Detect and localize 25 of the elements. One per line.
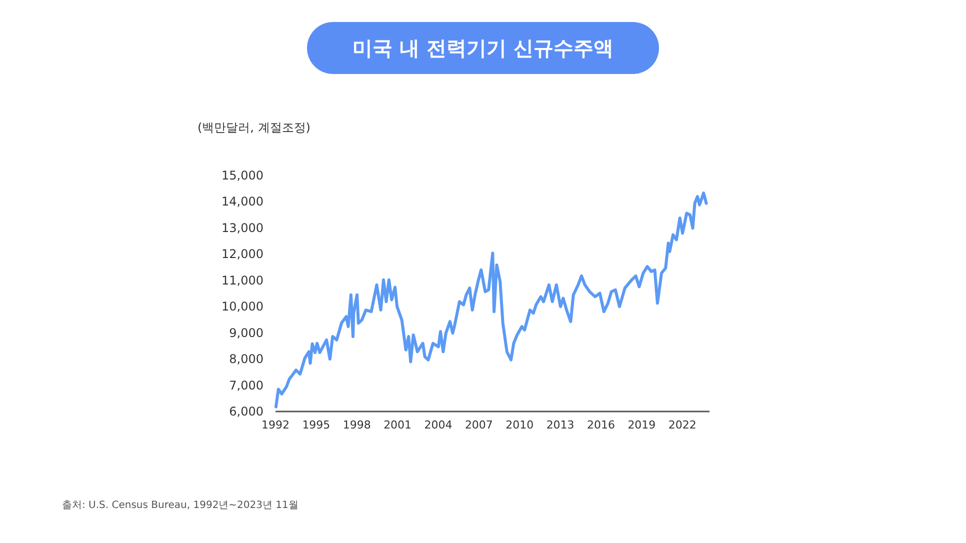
y-tick-label: 12,000 xyxy=(222,247,264,262)
x-tick-label: 2019 xyxy=(628,418,656,432)
source-note: 출처: U.S. Census Bureau, 1992년~2023년 11월 xyxy=(62,499,298,512)
y-tick-label: 7,000 xyxy=(229,378,264,392)
y-tick-label: 9,000 xyxy=(229,326,264,340)
x-tick-label: 2004 xyxy=(424,418,452,432)
y-tick-label: 8,000 xyxy=(229,352,264,366)
chart-title: 미국 내 전력기기 신규수주액 xyxy=(307,22,659,74)
y-tick-label: 14,000 xyxy=(222,194,264,209)
x-tick-label: 2013 xyxy=(546,418,574,432)
y-tick-label: 10,000 xyxy=(222,300,264,314)
y-axis-title: (백만달러, 계절조정) xyxy=(198,120,310,134)
x-tick-label: 2022 xyxy=(668,418,696,432)
y-tick-label: 11,000 xyxy=(222,273,264,288)
x-tick-label: 2010 xyxy=(506,418,534,432)
y-tick-label: 15,000 xyxy=(222,168,264,182)
line-series xyxy=(274,192,708,408)
x-tick-label: 2007 xyxy=(464,418,493,432)
x-tick-label: 1995 xyxy=(302,418,330,432)
x-tick-label: 1998 xyxy=(342,418,371,432)
x-tick-label: 1992 xyxy=(262,418,290,432)
x-tick-label: 2001 xyxy=(384,418,412,432)
y-tick-label: 6,000 xyxy=(229,404,264,418)
x-tick-label: 2016 xyxy=(587,418,615,432)
y-tick-label: 13,000 xyxy=(222,220,264,235)
